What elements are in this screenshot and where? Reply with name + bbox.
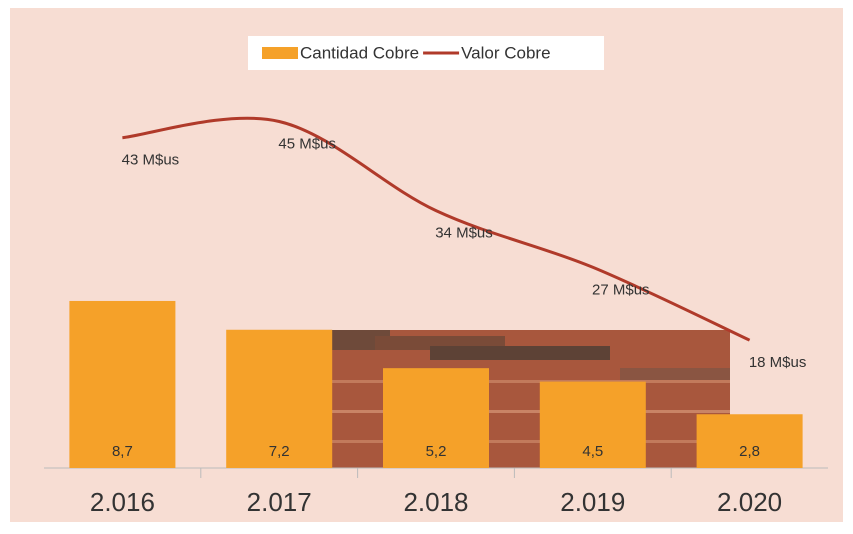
copper-image (330, 330, 730, 468)
bar (226, 329, 333, 468)
line (122, 116, 751, 342)
bar-value-label: 7,2 (269, 443, 290, 460)
copper-sheet (620, 368, 730, 380)
line-value-label: 18 M$us (749, 354, 807, 371)
copper-sheet (330, 410, 730, 413)
bar-value-label: 2,8 (739, 443, 760, 460)
bar (383, 368, 489, 468)
bar-value-label: 4,5 (582, 443, 603, 460)
x-tick-label: 2.020 (717, 487, 782, 517)
legend-label: Valor Cobre (461, 43, 550, 62)
bar (539, 381, 646, 468)
bar-value-label: 8,7 (112, 443, 133, 460)
x-tick-label: 2.018 (403, 487, 468, 517)
legend-swatch (262, 47, 298, 59)
bar (69, 300, 176, 468)
bar (696, 414, 803, 468)
copper-sheet (330, 380, 730, 383)
legend-label: Cantidad Cobre (300, 43, 419, 62)
x-tick-label: 2.019 (560, 487, 625, 517)
copper-sheet (330, 440, 730, 443)
line-value-label: 27 M$us (592, 281, 650, 298)
bar-value-label: 5,2 (426, 443, 447, 460)
x-tick-label: 2.017 (247, 487, 312, 517)
copper-sheet (430, 346, 610, 360)
x-tick-label: 2.016 (90, 487, 155, 517)
line-value-label: 43 M$us (122, 152, 180, 169)
line-value-label: 45 M$us (278, 135, 336, 152)
line-value-label: 34 M$us (435, 225, 493, 242)
